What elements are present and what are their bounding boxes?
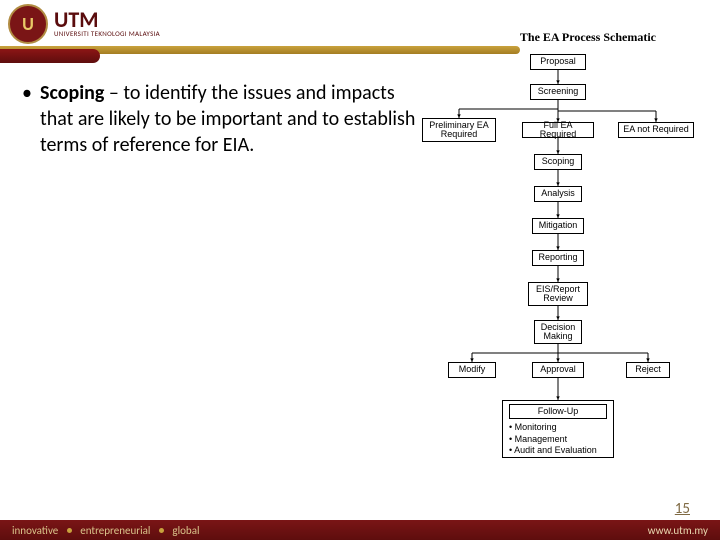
- footer-word-3: global: [172, 524, 199, 537]
- bullet-lead: Scoping: [40, 81, 104, 105]
- bullet-text: Scoping – to identify the issues and imp…: [40, 80, 427, 158]
- footer-word-1: innovative: [12, 524, 58, 537]
- flowchart-node-proposal: Proposal: [530, 54, 586, 70]
- flowchart-node-preEA: Preliminary EARequired: [422, 118, 496, 142]
- page-number: 15: [675, 500, 690, 518]
- flowchart-node-scoping: Scoping: [534, 154, 582, 170]
- flowchart-node-decision: DecisionMaking: [534, 320, 582, 344]
- slide-header: U UTM UNIVERSITI TEKNOLOGI MALAYSIA: [0, 0, 720, 54]
- footer-word-2: entrepreneurial: [80, 524, 150, 537]
- flowchart-node-modify: Modify: [448, 362, 496, 378]
- flowchart-node-reject: Reject: [626, 362, 670, 378]
- diagram-title: The EA Process Schematic: [520, 30, 656, 45]
- bullet-item: • Scoping – to identify the issues and i…: [22, 80, 427, 158]
- footer-tagline: innovative entrepreneurial global: [0, 524, 199, 537]
- footer-sep-icon: [67, 528, 72, 533]
- flowchart-node-report: Reporting: [532, 250, 584, 266]
- flowchart-node-analysis: Analysis: [534, 186, 582, 202]
- logo-main: UTM: [54, 10, 160, 30]
- flowchart-node-review: EIS/ReportReview: [528, 282, 588, 306]
- flowchart-node-fullEA: Full EA Required: [522, 122, 594, 138]
- flowchart-node-noEA: EA not Required: [618, 122, 694, 138]
- flowchart-node-mitig: Mitigation: [532, 218, 584, 234]
- flowchart-node-screening: Screening: [530, 84, 586, 100]
- footer-sep-icon: [159, 528, 164, 533]
- flowchart-node-approval: Approval: [532, 362, 584, 378]
- flowchart-node-followup: Follow-Up• Monitoring• Management• Audit…: [502, 400, 614, 458]
- bullet-dot-icon: •: [22, 80, 40, 158]
- footer-url: www.utm.my: [648, 524, 720, 537]
- logo-badge-icon: U: [8, 4, 48, 44]
- slide-footer: innovative entrepreneurial global www.ut…: [0, 520, 720, 540]
- red-accent-bar: [0, 49, 100, 63]
- ea-process-flowchart: Proposal Screening Preliminary EARequired F…: [418, 54, 698, 508]
- utm-logo: U UTM UNIVERSITI TEKNOLOGI MALAYSIA: [8, 4, 160, 44]
- logo-text: UTM UNIVERSITI TEKNOLOGI MALAYSIA: [54, 10, 160, 39]
- logo-subtitle: UNIVERSITI TEKNOLOGI MALAYSIA: [54, 29, 160, 38]
- body-text: • Scoping – to identify the issues and i…: [22, 80, 427, 158]
